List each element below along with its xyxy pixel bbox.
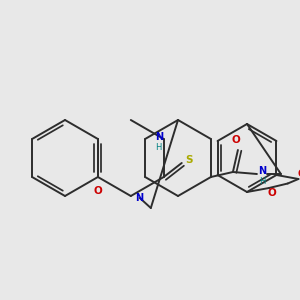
Text: S: S — [185, 155, 193, 165]
Text: O: O — [297, 169, 300, 179]
Text: H: H — [155, 142, 162, 152]
Text: O: O — [268, 188, 276, 198]
Text: O: O — [232, 135, 240, 145]
Text: H: H — [259, 178, 265, 187]
Text: N: N — [155, 132, 163, 142]
Text: N: N — [135, 193, 143, 203]
Text: N: N — [258, 166, 266, 176]
Text: O: O — [94, 186, 102, 196]
